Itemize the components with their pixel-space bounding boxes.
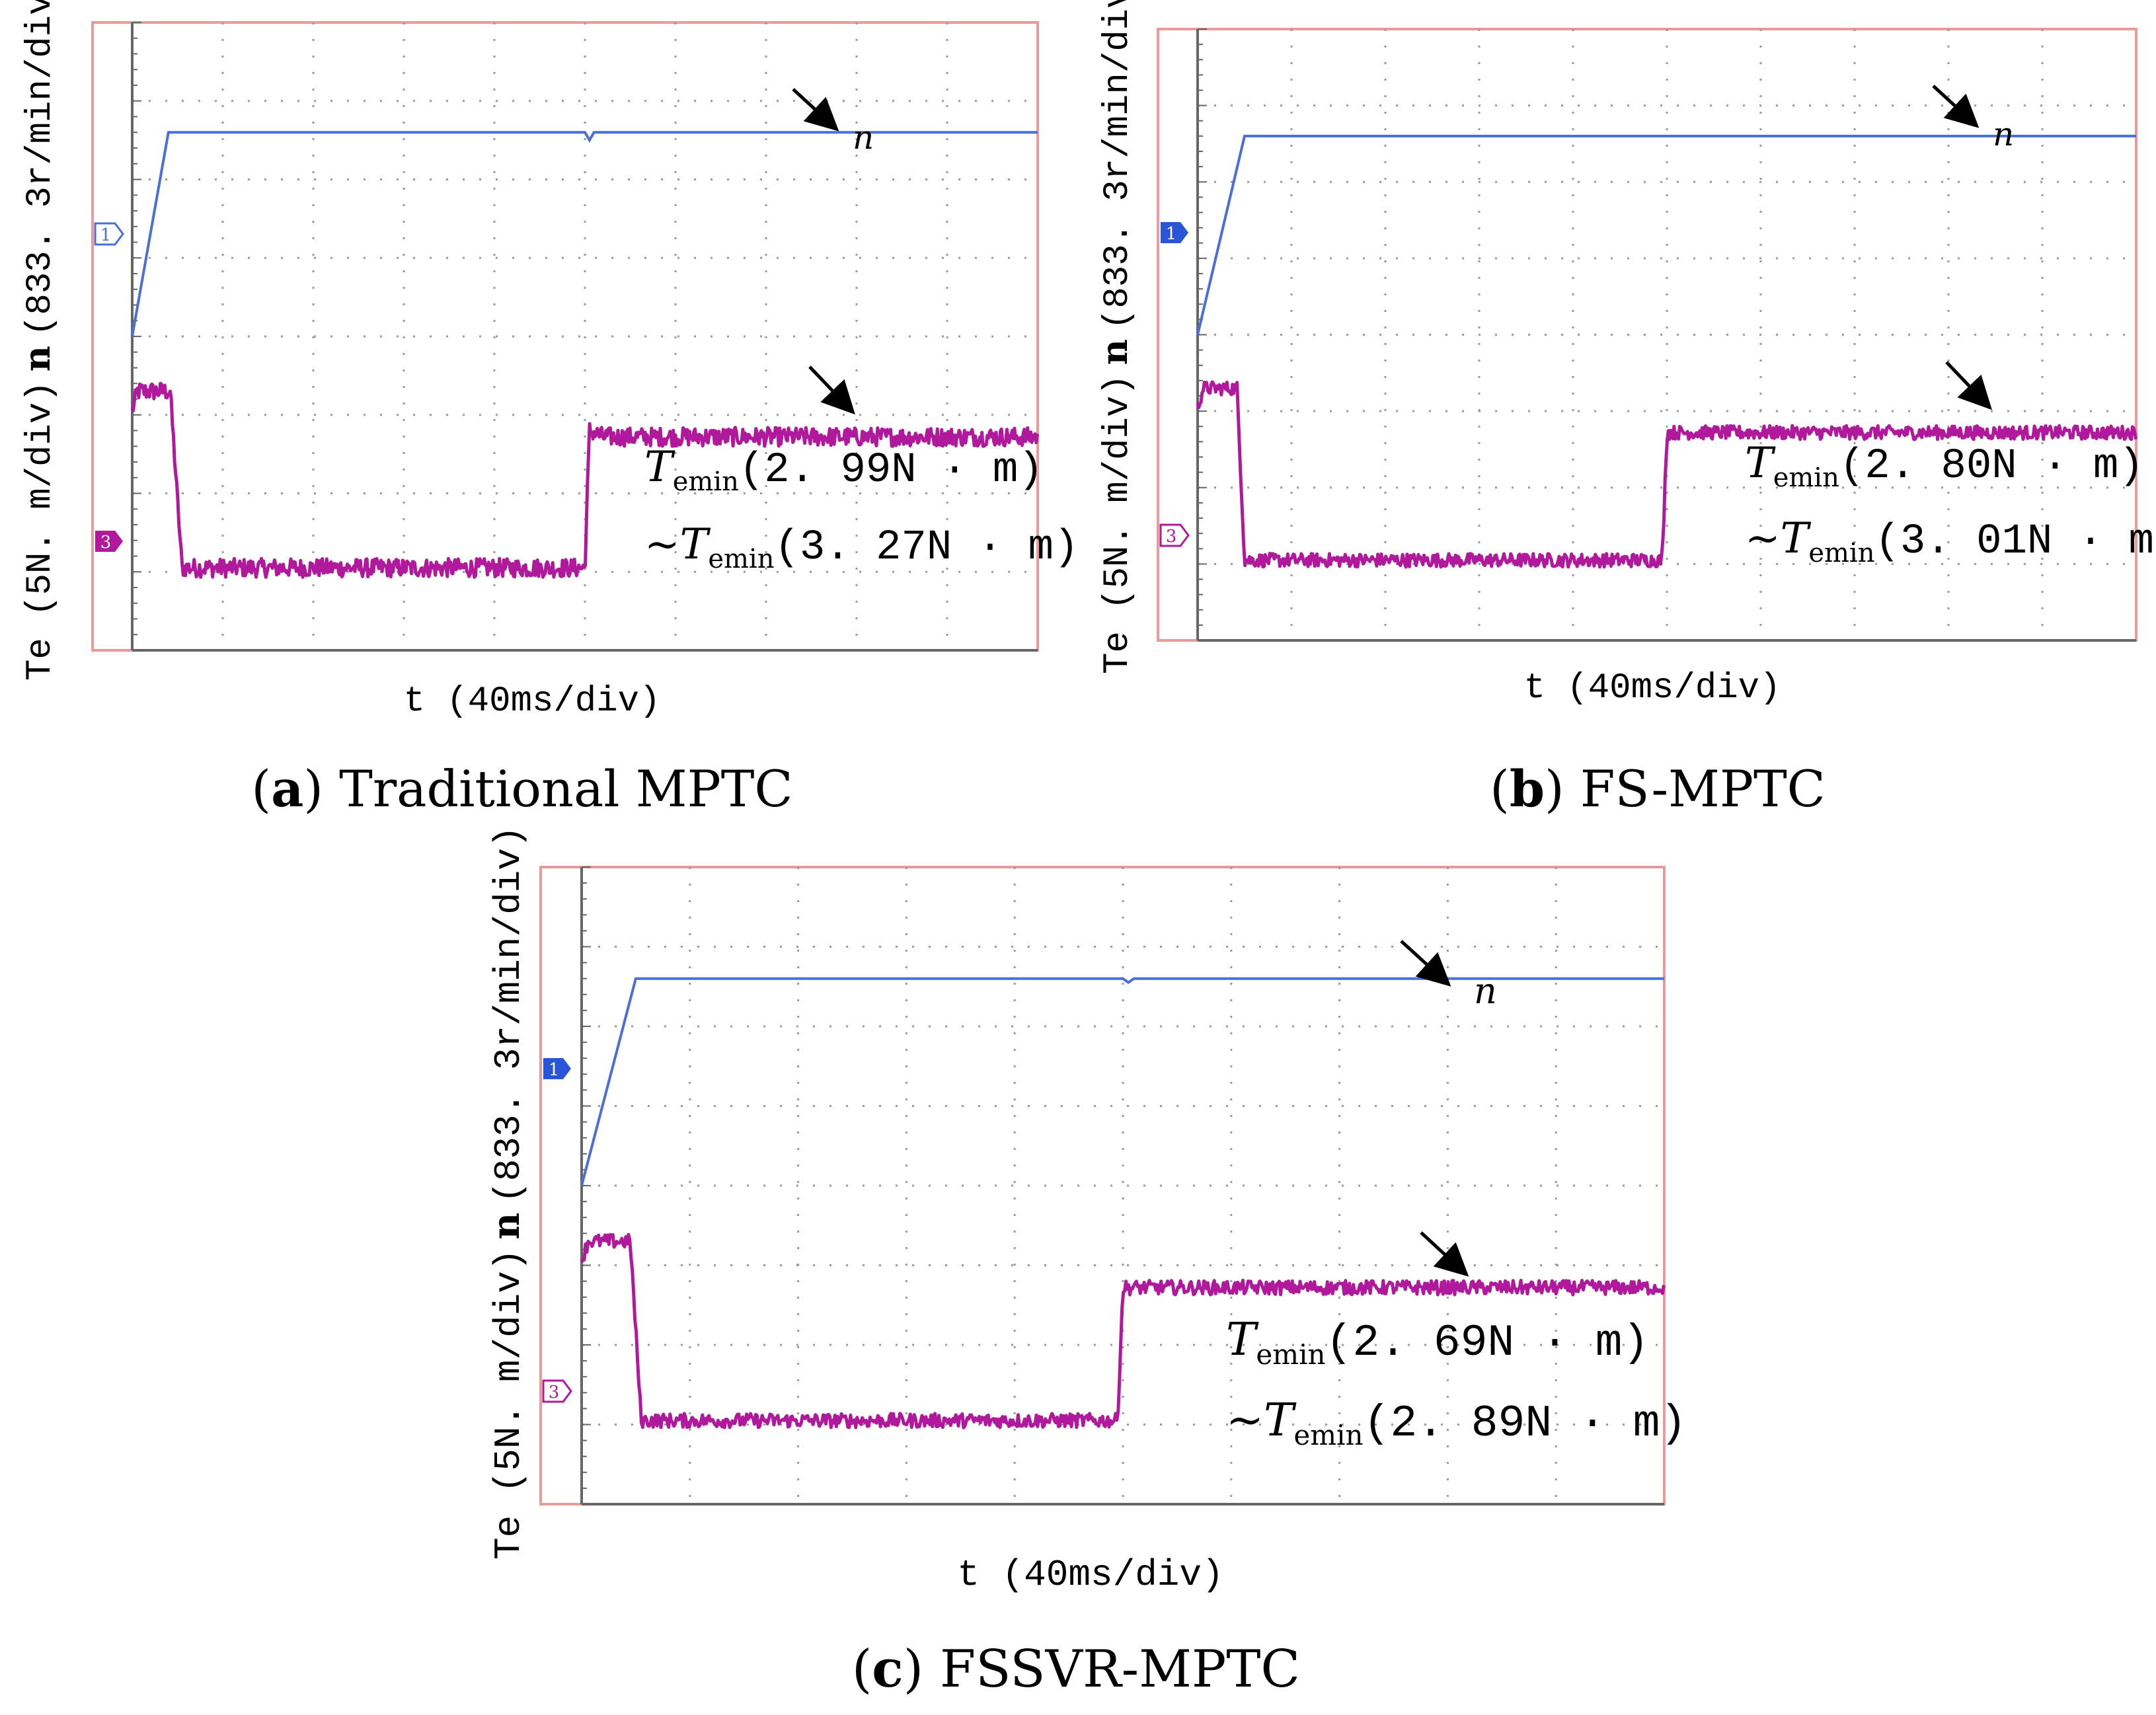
panel-b: 1 3 n Temin(2. 80N · m) ~Temin(3. 01N · … xyxy=(1093,0,2156,818)
speed-arrow xyxy=(1400,940,1451,987)
torque-arrow xyxy=(808,365,855,415)
speed-arrow xyxy=(1932,85,1980,128)
torque-min-line2: ~Temin(2. 89N · m) xyxy=(1226,1394,1687,1451)
speed-label: n xyxy=(853,118,874,157)
ch1-marker: 1 xyxy=(94,222,124,246)
series-te xyxy=(1196,380,2137,569)
svg-text:3: 3 xyxy=(100,533,112,553)
x-axis-label: t (40ms/div) xyxy=(957,1554,1223,1596)
torque-min-line1: Temin(2. 99N · m) xyxy=(644,443,1044,497)
caption-c: (c) FSSVR-MPTC xyxy=(852,1639,1300,1699)
torque-min-line1: Temin(2. 69N · m) xyxy=(1226,1314,1649,1371)
series-te xyxy=(580,1233,1666,1429)
ch3-marker: 3 xyxy=(1159,523,1190,547)
ch1-marker: 1 xyxy=(1161,222,1188,244)
plot-frame xyxy=(539,866,1666,1505)
torque-min-line1: Temin(2. 80N · m) xyxy=(1745,439,2144,493)
y-axis-label: Te (5N. m/div)n(833. 3r/min/div) xyxy=(484,826,530,1560)
caption-b: (b) FS-MPTC xyxy=(1490,759,1826,818)
x-axis-label: t (40ms/div) xyxy=(404,681,661,722)
series-n xyxy=(580,977,1664,1186)
plot-frame xyxy=(1157,28,2137,642)
svg-text:1: 1 xyxy=(100,225,112,245)
svg-text:1: 1 xyxy=(549,1060,560,1080)
series-n xyxy=(1196,134,2136,335)
panel-c: 1 3 n Temin(2. 69N · m) ~Temin(2. 89N · … xyxy=(484,826,1687,1700)
ch1-marker: 1 xyxy=(543,1058,571,1080)
series-n xyxy=(131,131,1038,337)
torque-arrow xyxy=(1420,1231,1469,1277)
x-axis-label: t (40ms/div) xyxy=(1524,668,1781,708)
traces xyxy=(580,977,1666,1429)
grid xyxy=(132,22,1038,651)
y-axis-label: Te (5N. m/div)n(833. 3r/min/div) xyxy=(1093,0,1138,674)
svg-text:1: 1 xyxy=(1166,224,1177,244)
speed-label: n xyxy=(1474,970,1497,1012)
panel-a: 1 3 n Temin(2. 99N · m) ~Temin(3. 27N · … xyxy=(16,0,1079,818)
plot-frame xyxy=(91,21,1039,652)
torque-min-line2: ~Temin(3. 27N · m) xyxy=(644,520,1079,574)
ch3-marker: 3 xyxy=(95,531,123,553)
y-axis-label: Te (5N. m/div)n(833. 3r/min/div) xyxy=(16,0,61,681)
svg-text:3: 3 xyxy=(549,1383,560,1402)
ch3-marker: 3 xyxy=(542,1379,572,1403)
torque-arrow xyxy=(1945,361,1992,410)
svg-text:3: 3 xyxy=(1166,527,1177,547)
caption-a: (a) Traditional MPTC xyxy=(251,759,792,818)
traces xyxy=(130,131,1039,579)
speed-label: n xyxy=(1993,115,2014,153)
traces xyxy=(1196,134,2137,569)
speed-arrow xyxy=(792,88,839,132)
series-te xyxy=(130,381,1039,579)
torque-min-line2: ~Temin(3. 01N · m) xyxy=(1745,514,2156,568)
